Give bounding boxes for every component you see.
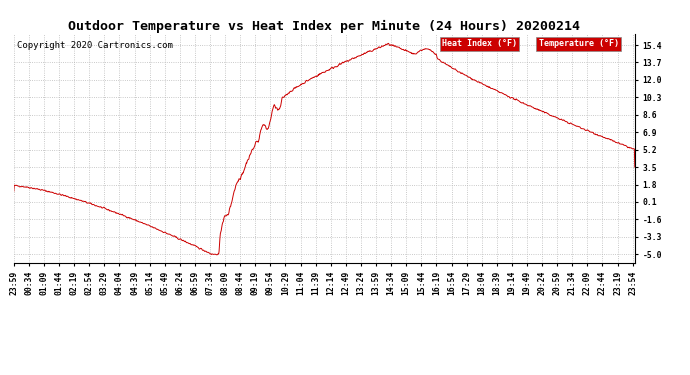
- Text: Copyright 2020 Cartronics.com: Copyright 2020 Cartronics.com: [17, 40, 172, 50]
- Title: Outdoor Temperature vs Heat Index per Minute (24 Hours) 20200214: Outdoor Temperature vs Heat Index per Mi…: [68, 20, 580, 33]
- Text: Heat Index (°F): Heat Index (°F): [442, 39, 518, 48]
- Text: Temperature (°F): Temperature (°F): [539, 39, 618, 48]
